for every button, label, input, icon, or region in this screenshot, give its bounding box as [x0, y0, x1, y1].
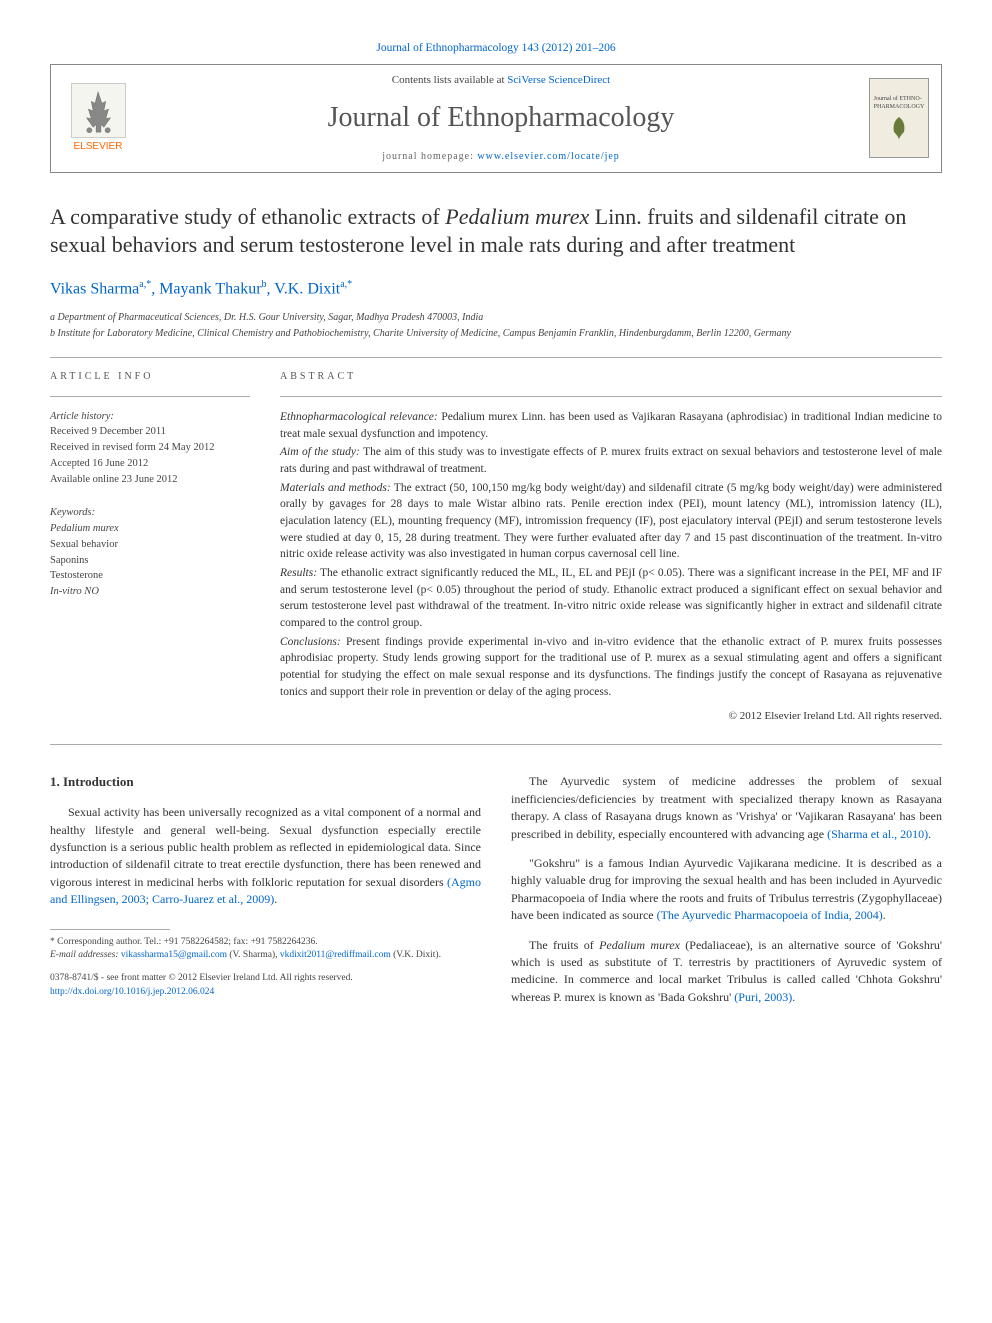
intro-p1-end: . — [274, 892, 277, 906]
sciencedirect-link[interactable]: SciVerse ScienceDirect — [507, 74, 610, 86]
citation-puri[interactable]: (Puri, 2003) — [734, 990, 792, 1004]
email-sharma[interactable]: vikassharma15@gmail.com — [121, 950, 227, 960]
intro-para-1: Sexual activity has been universally rec… — [50, 804, 481, 908]
cover-text: Journal of ETHNO-PHARMACOLOGY — [874, 95, 925, 112]
doi-link[interactable]: http://dx.doi.org/10.1016/j.jep.2012.06.… — [50, 987, 214, 997]
homepage-prefix: journal homepage: — [382, 151, 477, 162]
divider — [50, 357, 942, 358]
authors: Vikas Sharmaa,*, Mayank Thakurb, V.K. Di… — [50, 278, 942, 301]
email-line: E-mail addresses: vikassharma15@gmail.co… — [50, 949, 481, 962]
journal-title: Journal of Ethnopharmacology — [148, 98, 854, 137]
footnote-separator — [50, 929, 170, 930]
copyright: © 2012 Elsevier Ireland Ltd. All rights … — [280, 709, 942, 725]
introduction-heading: 1. Introduction — [50, 773, 481, 792]
cover-leaf-icon — [884, 112, 914, 142]
email-sharma-who: (V. Sharma), — [227, 950, 277, 960]
abstract-conclusions-text: Present findings provide experimental in… — [280, 636, 942, 698]
right-p3-species: Pedalium murex — [599, 938, 680, 952]
keyword-5-text: In-vitro NO — [50, 586, 99, 597]
abstract-results-text: The ethanolic extract significantly redu… — [280, 567, 942, 629]
article-history: Article history: Received 9 December 201… — [50, 409, 250, 488]
article-info-heading: article info — [50, 370, 250, 384]
abstract-aim-label: Aim of the study: — [280, 446, 360, 458]
keyword-4: Testosterone — [50, 568, 250, 584]
right-p3a: The fruits of — [529, 938, 599, 952]
contents-prefix: Contents lists available at — [392, 74, 507, 86]
article-title: A comparative study of ethanolic extract… — [50, 203, 942, 260]
right-para-2: "Gokshru" is a famous Indian Ayurvedic V… — [511, 855, 942, 925]
keyword-1-text: Pedalium murex — [50, 523, 119, 534]
keywords-label: Keywords: — [50, 505, 250, 521]
intro-p1-text: Sexual activity has been universally rec… — [50, 805, 481, 889]
author-2: Mayank Thakur — [159, 280, 261, 297]
abstract-aim-text: The aim of this study was to investigate… — [280, 446, 942, 475]
issn-line: 0378-8741/$ - see front matter © 2012 El… — [50, 972, 481, 985]
abstract-conclusions-label: Conclusions: — [280, 636, 341, 648]
journal-header: ELSEVIER Contents lists available at Sci… — [50, 64, 942, 173]
title-pre: A comparative study of ethanolic extract… — [50, 204, 445, 229]
footnotes: * Corresponding author. Tel.: +91 758226… — [50, 936, 481, 963]
body-columns: 1. Introduction Sexual activity has been… — [50, 773, 942, 1018]
author-3: V.K. Dixit — [274, 280, 340, 297]
abstract-divider — [280, 396, 942, 397]
body-left-column: 1. Introduction Sexual activity has been… — [50, 773, 481, 1018]
abstract-methods: Materials and methods: The extract (50, … — [280, 480, 942, 563]
abstract: abstract Ethnopharmacological relevance:… — [280, 370, 942, 725]
homepage-line: journal homepage: www.elsevier.com/locat… — [148, 150, 854, 164]
contents-line: Contents lists available at SciVerse Sci… — [148, 73, 854, 88]
author-2-affil: b — [262, 279, 267, 290]
history-revised: Received in revised form 24 May 2012 — [50, 440, 250, 456]
email-label: E-mail addresses: — [50, 950, 119, 960]
abstract-conclusions: Conclusions: Present findings provide ex… — [280, 634, 942, 701]
abstract-results-label: Results: — [280, 567, 317, 579]
affiliations: a Department of Pharmaceutical Sciences,… — [50, 311, 942, 341]
homepage-link[interactable]: www.elsevier.com/locate/jep — [477, 151, 619, 162]
email-dixit[interactable]: vkdixit2011@rediffmail.com — [280, 950, 391, 960]
body-divider — [50, 744, 942, 745]
history-label: Article history: — [50, 409, 250, 425]
history-received: Received 9 December 2011 — [50, 424, 250, 440]
article-info: article info Article history: Received 9… — [50, 370, 250, 725]
elsevier-name: ELSEVIER — [74, 140, 123, 154]
doi-block: 0378-8741/$ - see front matter © 2012 El… — [50, 972, 481, 999]
right-para-1: The Ayurvedic system of medicine address… — [511, 773, 942, 843]
keywords: Keywords: Pedalium murex Sexual behavior… — [50, 505, 250, 600]
elsevier-tree-icon — [71, 83, 126, 138]
keyword-5: In-vitro NO — [50, 584, 250, 600]
keyword-1: Pedalium murex — [50, 521, 250, 537]
body-right-column: The Ayurvedic system of medicine address… — [511, 773, 942, 1018]
journal-reference: Journal of Ethnopharmacology 143 (2012) … — [50, 40, 942, 56]
abstract-methods-label: Materials and methods: — [280, 482, 391, 494]
journal-cover-thumbnail: Journal of ETHNO-PHARMACOLOGY — [869, 78, 929, 158]
title-species: Pedalium murex — [445, 204, 589, 229]
right-p2-end: . — [883, 908, 886, 922]
corresponding-author: * Corresponding author. Tel.: +91 758226… — [50, 936, 481, 949]
abstract-relevance: Ethnopharmacological relevance: Pedalium… — [280, 409, 942, 442]
info-abstract-row: article info Article history: Received 9… — [50, 370, 942, 725]
keyword-2: Sexual behavior — [50, 537, 250, 553]
right-p1-end: . — [928, 827, 931, 841]
abstract-results: Results: The ethanolic extract significa… — [280, 565, 942, 632]
author-3-affil: a,* — [340, 279, 352, 290]
author-1-affil: a,* — [139, 279, 151, 290]
abstract-aim: Aim of the study: The aim of this study … — [280, 444, 942, 477]
citation-ayurvedic[interactable]: (The Ayurvedic Pharmacopoeia of India, 2… — [657, 908, 883, 922]
right-para-3: The fruits of Pedalium murex (Pedaliacea… — [511, 937, 942, 1007]
elsevier-logo: ELSEVIER — [63, 78, 133, 158]
abstract-relevance-label: Ethnopharmacological relevance: — [280, 411, 438, 423]
header-center: Contents lists available at SciVerse Sci… — [148, 73, 854, 164]
author-1: Vikas Sharma — [50, 280, 139, 297]
history-online: Available online 23 June 2012 — [50, 472, 250, 488]
email-dixit-who: (V.K. Dixit). — [391, 950, 441, 960]
citation-sharma[interactable]: (Sharma et al., 2010) — [827, 827, 928, 841]
keyword-3: Saponins — [50, 553, 250, 569]
abstract-heading: abstract — [280, 370, 942, 385]
affiliation-b: b Institute for Laboratory Medicine, Cli… — [50, 327, 942, 341]
history-accepted: Accepted 16 June 2012 — [50, 456, 250, 472]
info-divider — [50, 396, 250, 397]
right-p3-end: . — [792, 990, 795, 1004]
affiliation-a: a Department of Pharmaceutical Sciences,… — [50, 311, 942, 325]
